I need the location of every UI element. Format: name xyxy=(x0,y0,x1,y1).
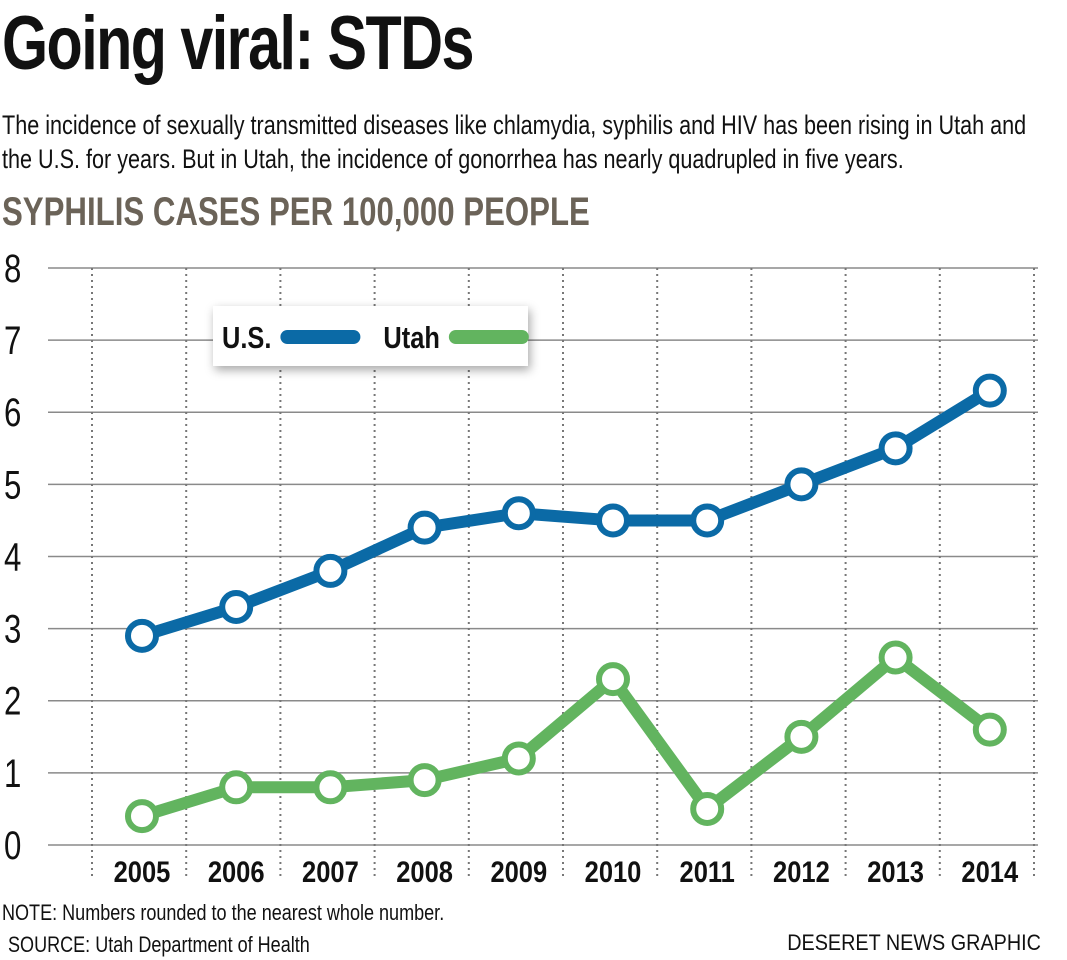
x-tick-label: 2012 xyxy=(773,855,830,888)
source-text: SOURCE: Utah Department of Health xyxy=(8,932,310,957)
data-point xyxy=(407,510,442,545)
data-point xyxy=(878,640,913,675)
data-point xyxy=(219,589,254,624)
x-tick-label: 2014 xyxy=(961,855,1018,888)
gridlines xyxy=(48,267,1038,880)
legend-label: Utah xyxy=(383,321,439,356)
y-tick-label: 1 xyxy=(4,751,21,796)
data-point xyxy=(878,431,913,466)
x-tick-label: 2007 xyxy=(302,855,359,888)
x-tick-label: 2009 xyxy=(490,855,547,888)
data-point xyxy=(596,662,630,697)
axes: 0 1 2 3 4 5 6 7 8 2005 2006 2007 2008 2009 2010 2011 201… xyxy=(4,246,1019,888)
data-point xyxy=(690,503,725,538)
data-point xyxy=(972,712,1007,747)
y-tick-label: 0 xyxy=(4,823,21,868)
data-point xyxy=(972,373,1007,408)
data-point xyxy=(407,763,442,798)
data-point xyxy=(125,799,159,834)
x-tick-label: 2011 xyxy=(680,855,735,888)
data-point xyxy=(784,467,819,502)
line-chart: 0 1 2 3 4 5 6 7 8 2005 2006 2007 2008 2009 2010 2011 201… xyxy=(4,246,1038,888)
page-subtitle: The incidence of sexually transmitted di… xyxy=(2,110,1027,174)
y-tick-label: 6 xyxy=(4,391,21,436)
series-lines xyxy=(125,373,1007,834)
data-point xyxy=(501,741,536,776)
note-text: NOTE: Numbers rounded to the nearest who… xyxy=(2,900,445,925)
y-tick-label: 4 xyxy=(4,535,21,580)
y-tick-label: 3 xyxy=(4,607,21,652)
legend-label: U.S. xyxy=(222,321,271,356)
x-tick-label: 2005 xyxy=(114,855,171,888)
data-point xyxy=(596,503,630,538)
legend: U.S. Utah xyxy=(213,306,529,366)
series-line xyxy=(136,651,996,823)
x-tick-label: 2013 xyxy=(867,855,924,888)
data-point xyxy=(125,618,159,653)
data-point xyxy=(219,770,254,805)
data-point xyxy=(501,496,536,531)
x-tick-label: 2008 xyxy=(396,855,453,888)
series-line xyxy=(136,384,996,642)
page-title: Going viral: STDs xyxy=(2,1,474,86)
y-tick-label: 2 xyxy=(4,679,21,724)
data-point xyxy=(690,791,725,826)
data-point xyxy=(784,719,819,754)
chart-title: SYPHILIS CASES PER 100,000 PEOPLE xyxy=(2,190,590,234)
y-tick-label: 5 xyxy=(4,463,21,508)
x-tick-label: 2006 xyxy=(208,855,265,888)
data-point xyxy=(313,553,348,588)
data-point xyxy=(313,770,348,805)
y-tick-label: 8 xyxy=(4,246,21,291)
x-tick-label: 2010 xyxy=(585,855,642,888)
y-tick-label: 7 xyxy=(4,318,21,363)
credit-text: DESERET NEWS GRAPHIC xyxy=(787,930,1041,955)
